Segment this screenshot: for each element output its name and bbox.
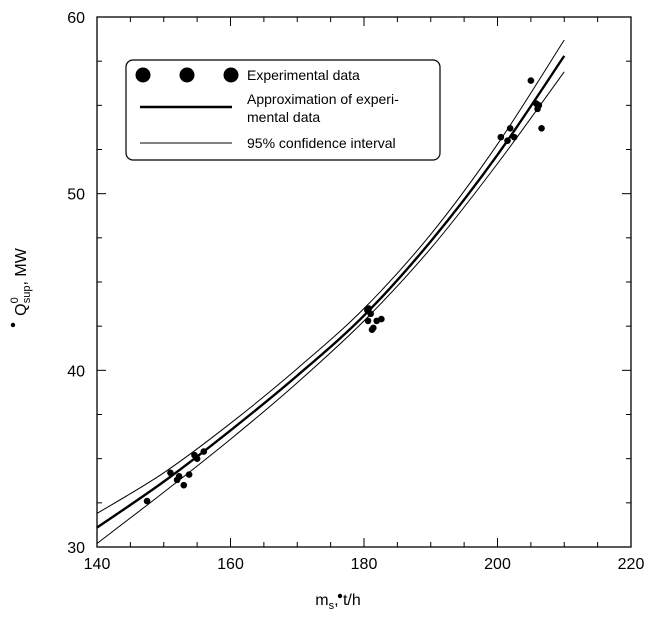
x-tick-label: 160 <box>217 556 244 573</box>
legend-marker-3 <box>223 67 239 83</box>
y-axis-title: Q0sup, MW <box>9 247 33 316</box>
legend-label-experimental: Experimental data <box>247 67 360 83</box>
y-tick-label: 50 <box>67 187 85 204</box>
legend-box <box>125 59 441 161</box>
legend-label-approximation-1: Approximation of experi- <box>247 91 399 107</box>
data-point <box>370 324 377 332</box>
data-point <box>193 455 201 462</box>
data-point <box>538 125 545 132</box>
x-tick-label: 140 <box>84 556 111 573</box>
x-tick-label: 180 <box>351 556 378 573</box>
y-axis-label: Q0sup, MW <box>9 247 33 316</box>
data-point <box>364 317 372 325</box>
legend: Experimental data Approximation of exper… <box>125 59 441 161</box>
data-point <box>180 481 188 489</box>
data-point <box>504 137 511 144</box>
y-axis-label-dot <box>10 322 16 328</box>
x-axis-label-dot <box>337 593 343 599</box>
data-point <box>497 133 505 141</box>
x-axis-label: ms, t/h <box>315 592 361 612</box>
axis-ticks: 140 160 180 200 220 30 40 50 60 <box>67 10 644 573</box>
confidence-upper-curve <box>96 39 565 514</box>
legend-label-approximation-2: mental data <box>247 109 320 125</box>
data-point <box>175 473 183 480</box>
confidence-lower-curve <box>96 71 565 544</box>
x-tick-label: 200 <box>484 556 511 573</box>
data-point <box>167 469 174 477</box>
data-point <box>143 497 151 505</box>
y-tick-label: 40 <box>67 363 85 380</box>
data-point <box>365 305 372 312</box>
x-tick-label: 220 <box>618 556 645 573</box>
data-point <box>510 133 518 141</box>
chart-points <box>143 77 545 505</box>
data-point <box>367 310 374 318</box>
data-point <box>506 125 514 132</box>
data-point <box>535 102 543 109</box>
data-point <box>185 471 193 478</box>
x-axis-title: ms, t/h <box>315 592 361 612</box>
legend-marker-1 <box>135 67 151 83</box>
legend-label-confidence: 95% confidence interval <box>247 135 396 151</box>
data-point <box>200 448 208 455</box>
legend-marker-2 <box>179 67 195 83</box>
data-point <box>378 315 385 323</box>
data-point <box>527 77 535 84</box>
y-tick-label: 30 <box>67 540 85 557</box>
y-tick-label: 60 <box>67 10 85 27</box>
